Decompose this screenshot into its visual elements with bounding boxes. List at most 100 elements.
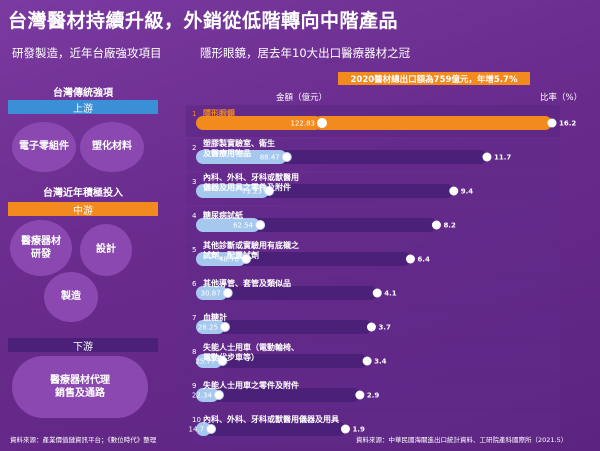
item-plastic-materials: 塑化材料: [80, 122, 144, 172]
chart-row: 6 其他導管、套管及類似品 30.87 4.1: [186, 275, 560, 307]
rank-label: 9: [192, 382, 196, 390]
left-subtitle: 研發製造，近年台廠強攻項目: [12, 46, 162, 60]
rank-label: 10: [192, 416, 201, 424]
amount-value-label: 122.83: [291, 120, 316, 128]
category-label: 血糖計: [203, 312, 227, 322]
category-label: 及醫療用物品: [203, 148, 251, 158]
percent-marker: [355, 390, 365, 400]
amount-value-label: 22.34: [192, 392, 213, 400]
percent-bar: [210, 388, 360, 402]
percent-value-label: 2.9: [367, 392, 380, 400]
chart-row: 4 糖尿病試紙 62.54 8.2: [186, 207, 560, 239]
midstream-band: 中游: [8, 202, 158, 217]
percent-bar: [252, 218, 437, 232]
downstream-band: 下游: [8, 338, 158, 353]
item-distribution: 醫療器材代理 銷售及通路: [12, 356, 148, 418]
category-label: 其他診斷或實驗用有底襯之: [203, 240, 299, 250]
amount-bar: [196, 286, 228, 300]
percent-marker: [547, 118, 557, 128]
chart-row: 1 隱形眼鏡 122.83 16.2: [186, 105, 576, 137]
rank-label: 2: [192, 144, 196, 152]
percent-bar: [261, 184, 454, 198]
rank-label: 5: [192, 246, 196, 254]
amount-bar: [196, 320, 225, 334]
chart-row: 8 失能人士用車（電動輪椅、電動代步車等）25.77 3.4: [186, 342, 560, 375]
amount-marker: [219, 322, 230, 332]
percent-value-label: 3.4: [374, 358, 387, 366]
percent-marker: [431, 220, 441, 230]
percent-marker: [449, 186, 459, 196]
percent-bar: [219, 286, 378, 300]
amount-bar: [196, 116, 322, 130]
amount-value-label: 25.77: [195, 358, 215, 366]
percent-bar: [203, 422, 346, 436]
category-label: 電動代步車等）: [203, 352, 259, 362]
rank-label: 1: [192, 110, 196, 118]
percent-marker: [362, 356, 372, 366]
percent-marker: [482, 152, 492, 162]
amount-marker: [255, 220, 266, 230]
page-title: 台灣醫材持續升級，外銷從低階轉向中階產品: [8, 10, 399, 32]
percent-value-label: 11.7: [494, 154, 511, 162]
amount-bar: [196, 252, 247, 266]
category-label: 塑膠製實驗室、衛生: [203, 138, 275, 148]
rank-label: 3: [192, 178, 196, 186]
right-subtitle: 隱形眼鏡，居去年10大出口醫療器材之冠: [200, 46, 411, 60]
percent-bar: [278, 150, 487, 164]
right-source: 資料來源：中華民國海關進出口統計資料、工研院產科國際所（2021.5）: [356, 436, 568, 444]
amount-value-label: 62.54: [233, 222, 254, 230]
amount-marker: [222, 288, 233, 298]
percent-marker: [405, 254, 415, 264]
percent-marker: [372, 288, 382, 298]
amount-bar: [196, 184, 270, 198]
percent-bar: [216, 320, 372, 334]
headline-box: 2020醫材總出口額為759億元，年增5.7%: [338, 72, 530, 85]
chart-row: 9 失能人士用車之零件及附件 22.34 2.9: [186, 377, 560, 409]
percent-bar: [214, 354, 368, 368]
amount-marker: [281, 152, 292, 162]
amount-marker: [264, 186, 275, 196]
category-label: 隱形眼鏡: [203, 108, 235, 118]
percent-value-label: 9.4: [461, 188, 474, 196]
amount-bar: [196, 388, 219, 402]
amount-bar: [196, 150, 287, 164]
amount-bar: [196, 218, 261, 232]
amount-marker: [213, 390, 224, 400]
percent-value-label: 8.2: [443, 222, 456, 230]
percent-value-label: 6.4: [417, 256, 430, 264]
rank-label: 4: [192, 212, 197, 220]
item-electronic-components: 電子零組件: [12, 122, 76, 172]
category-label: 內科、外科、牙科或獸醫用儀器及用具: [203, 414, 339, 424]
category-label: 糖尿病試紙: [203, 210, 243, 220]
item-design: 設計: [80, 224, 132, 276]
category-label: 其他導管、套管及類似品: [203, 278, 291, 288]
category-label: 試劑、配置試劑: [203, 250, 259, 260]
amount-value-label: 28.25: [198, 324, 218, 332]
category-label: 失能人士用車（電動輪椅、: [203, 342, 299, 352]
amount-marker: [206, 424, 217, 434]
percent-bar: [314, 116, 552, 130]
item-manufacturing: 製造: [44, 272, 98, 322]
percent-value-label: 3.7: [378, 324, 391, 332]
percent-value-label: 1.9: [352, 426, 365, 434]
rank-label: 7: [192, 314, 196, 322]
percent-value-label: 4.1: [384, 290, 397, 298]
amount-marker: [241, 254, 252, 264]
percent-marker: [340, 424, 350, 434]
category-label: 內科、外科、牙科或獸醫用: [203, 172, 299, 182]
upstream-band: 上游: [8, 100, 158, 115]
rank-label: 8: [192, 348, 196, 356]
percent-value-label: 16.2: [559, 120, 576, 128]
amount-value-label: 71.23: [242, 188, 262, 196]
amount-bar: [196, 422, 212, 436]
left-source: 資料來源：產業價值鏈資訊平台；《數位時代》整理: [10, 436, 157, 444]
amount-value-label: 30.87: [201, 290, 221, 298]
amount-axis-label: 金額（億元）: [276, 92, 327, 103]
item-medical-device-rd: 醫療器材 研發: [10, 220, 72, 276]
traditional-heading: 台灣傳統強項: [53, 87, 113, 99]
